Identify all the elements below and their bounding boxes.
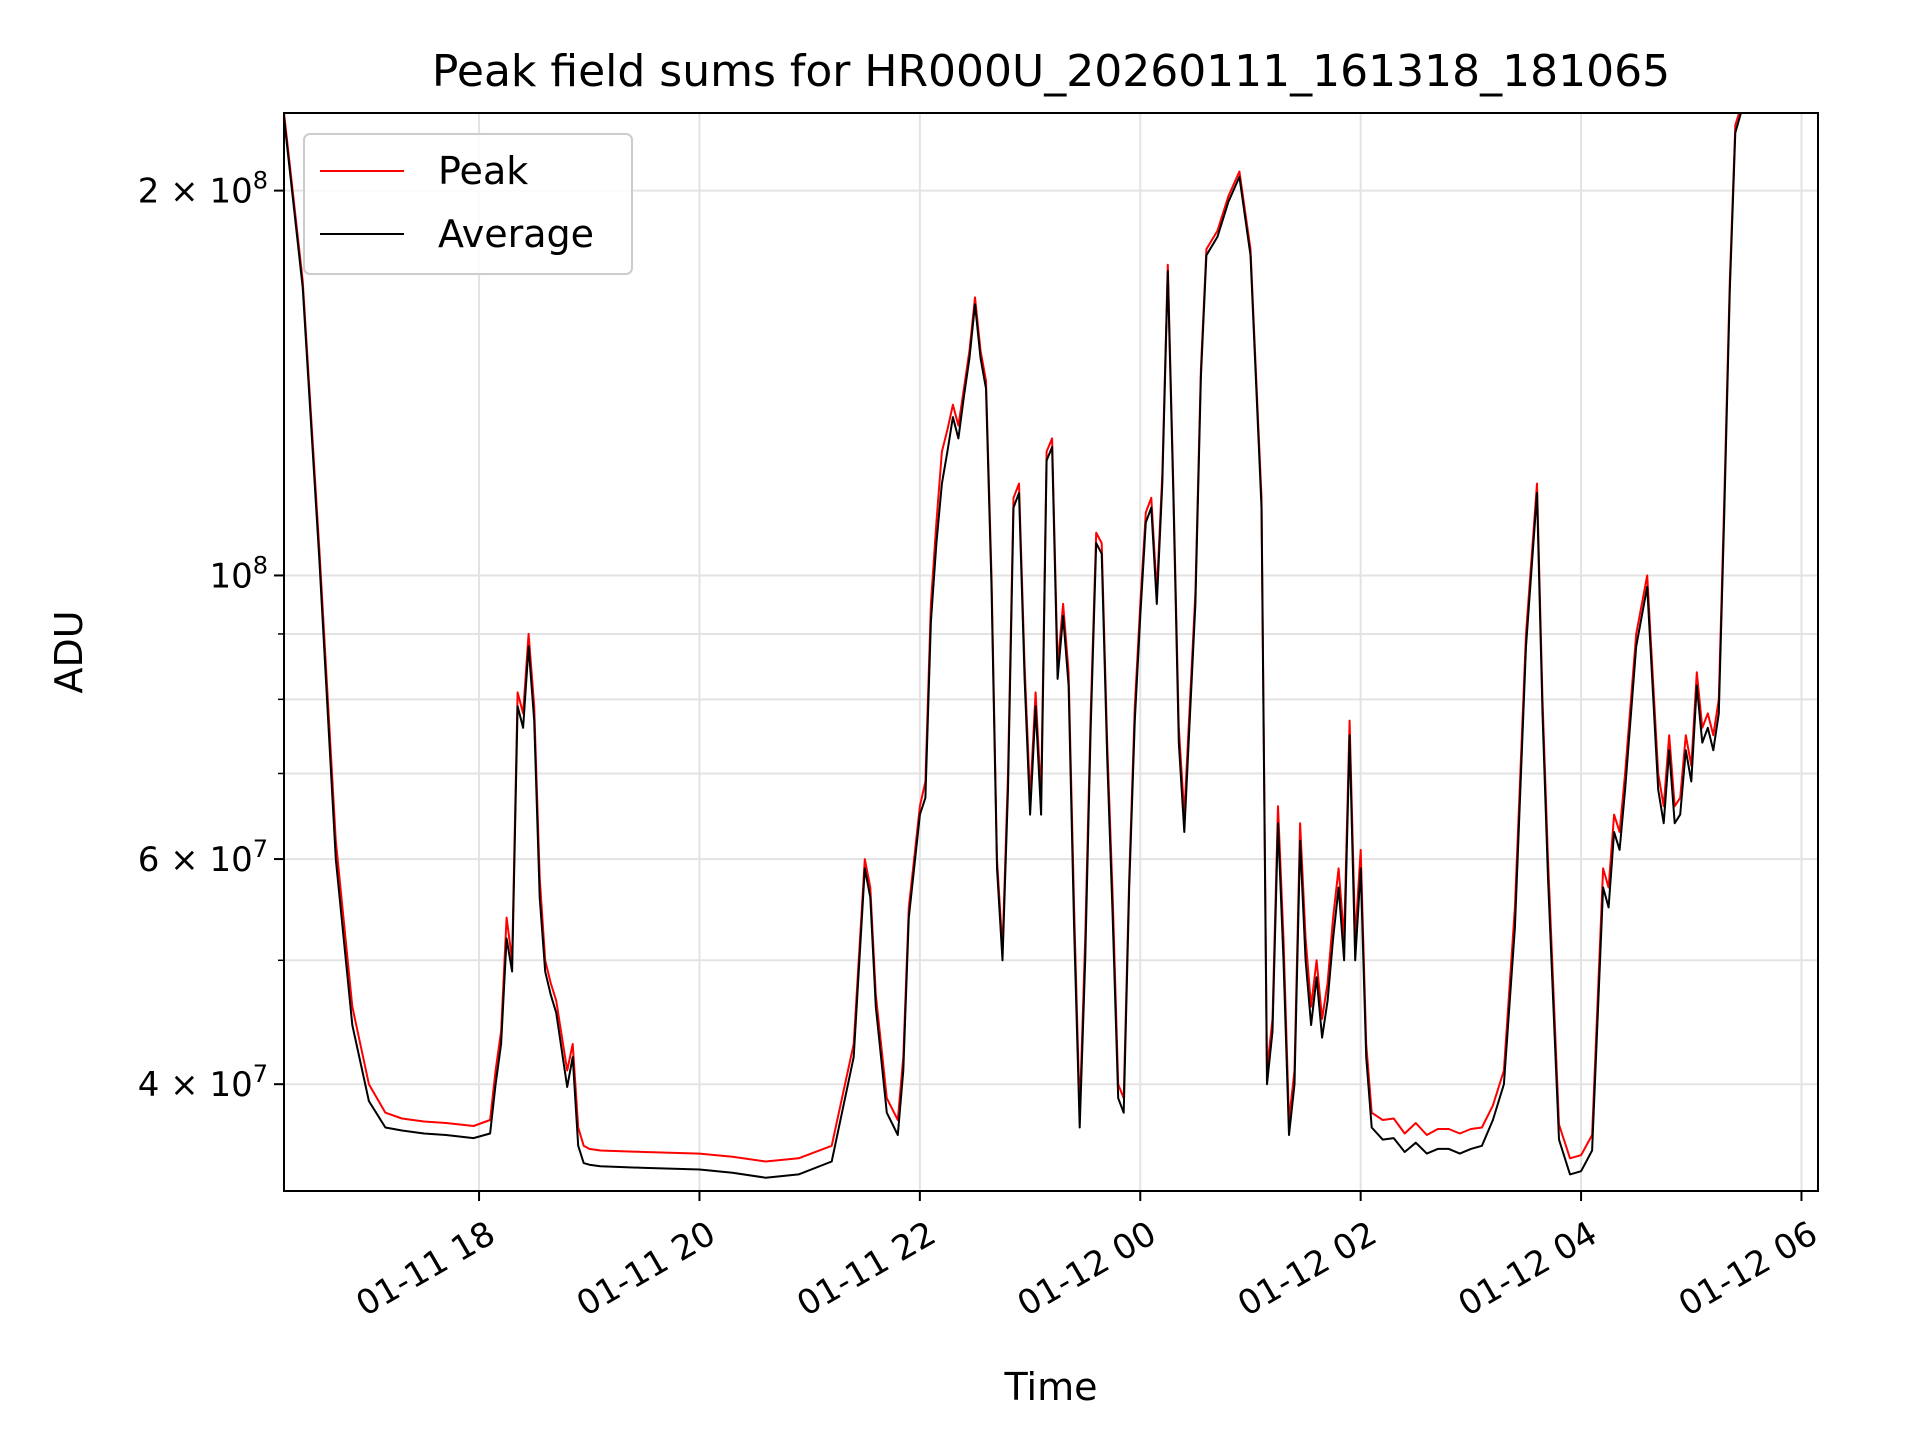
chart-title: Peak field sums for HR000U_20260111_1613… [432,46,1670,97]
x-axis-label: Time [1004,1365,1098,1409]
series-group [284,113,1742,1179]
legend-label-average: Average [438,212,594,256]
y-tick-label: 2 × 108 [138,167,268,212]
y-tick-label: 4 × 107 [138,1060,268,1105]
legend: Peak Average [303,133,633,275]
grid-lines [284,113,1818,1191]
legend-label-peak: Peak [438,149,528,193]
series-line-average [284,113,1742,1179]
y-tick-label: 6 × 107 [138,835,268,880]
legend-box [303,133,633,275]
y-axis-label: ADU [47,610,91,693]
plot-frame [283,112,1819,1192]
